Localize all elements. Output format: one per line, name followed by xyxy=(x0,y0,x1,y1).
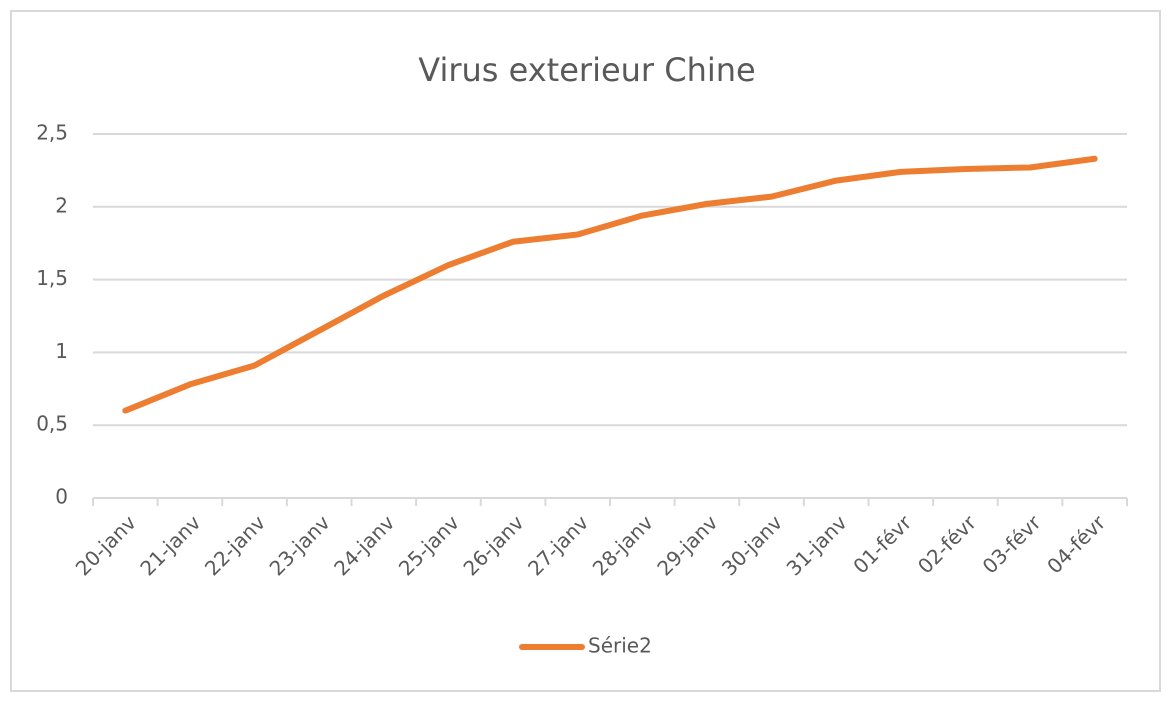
y-tick-label: 1 xyxy=(55,339,68,363)
chart-border xyxy=(10,10,1161,692)
y-tick-label: 0 xyxy=(55,485,68,509)
y-tick-label: 0,5 xyxy=(36,412,68,436)
y-tick-label: 1,5 xyxy=(36,266,68,290)
legend-label: Série2 xyxy=(588,634,652,658)
chart-title: Virus exterieur Chine xyxy=(418,51,755,89)
line-series xyxy=(122,155,1098,414)
y-tick-label: 2,5 xyxy=(36,121,68,145)
y-tick-label: 2 xyxy=(55,193,68,217)
